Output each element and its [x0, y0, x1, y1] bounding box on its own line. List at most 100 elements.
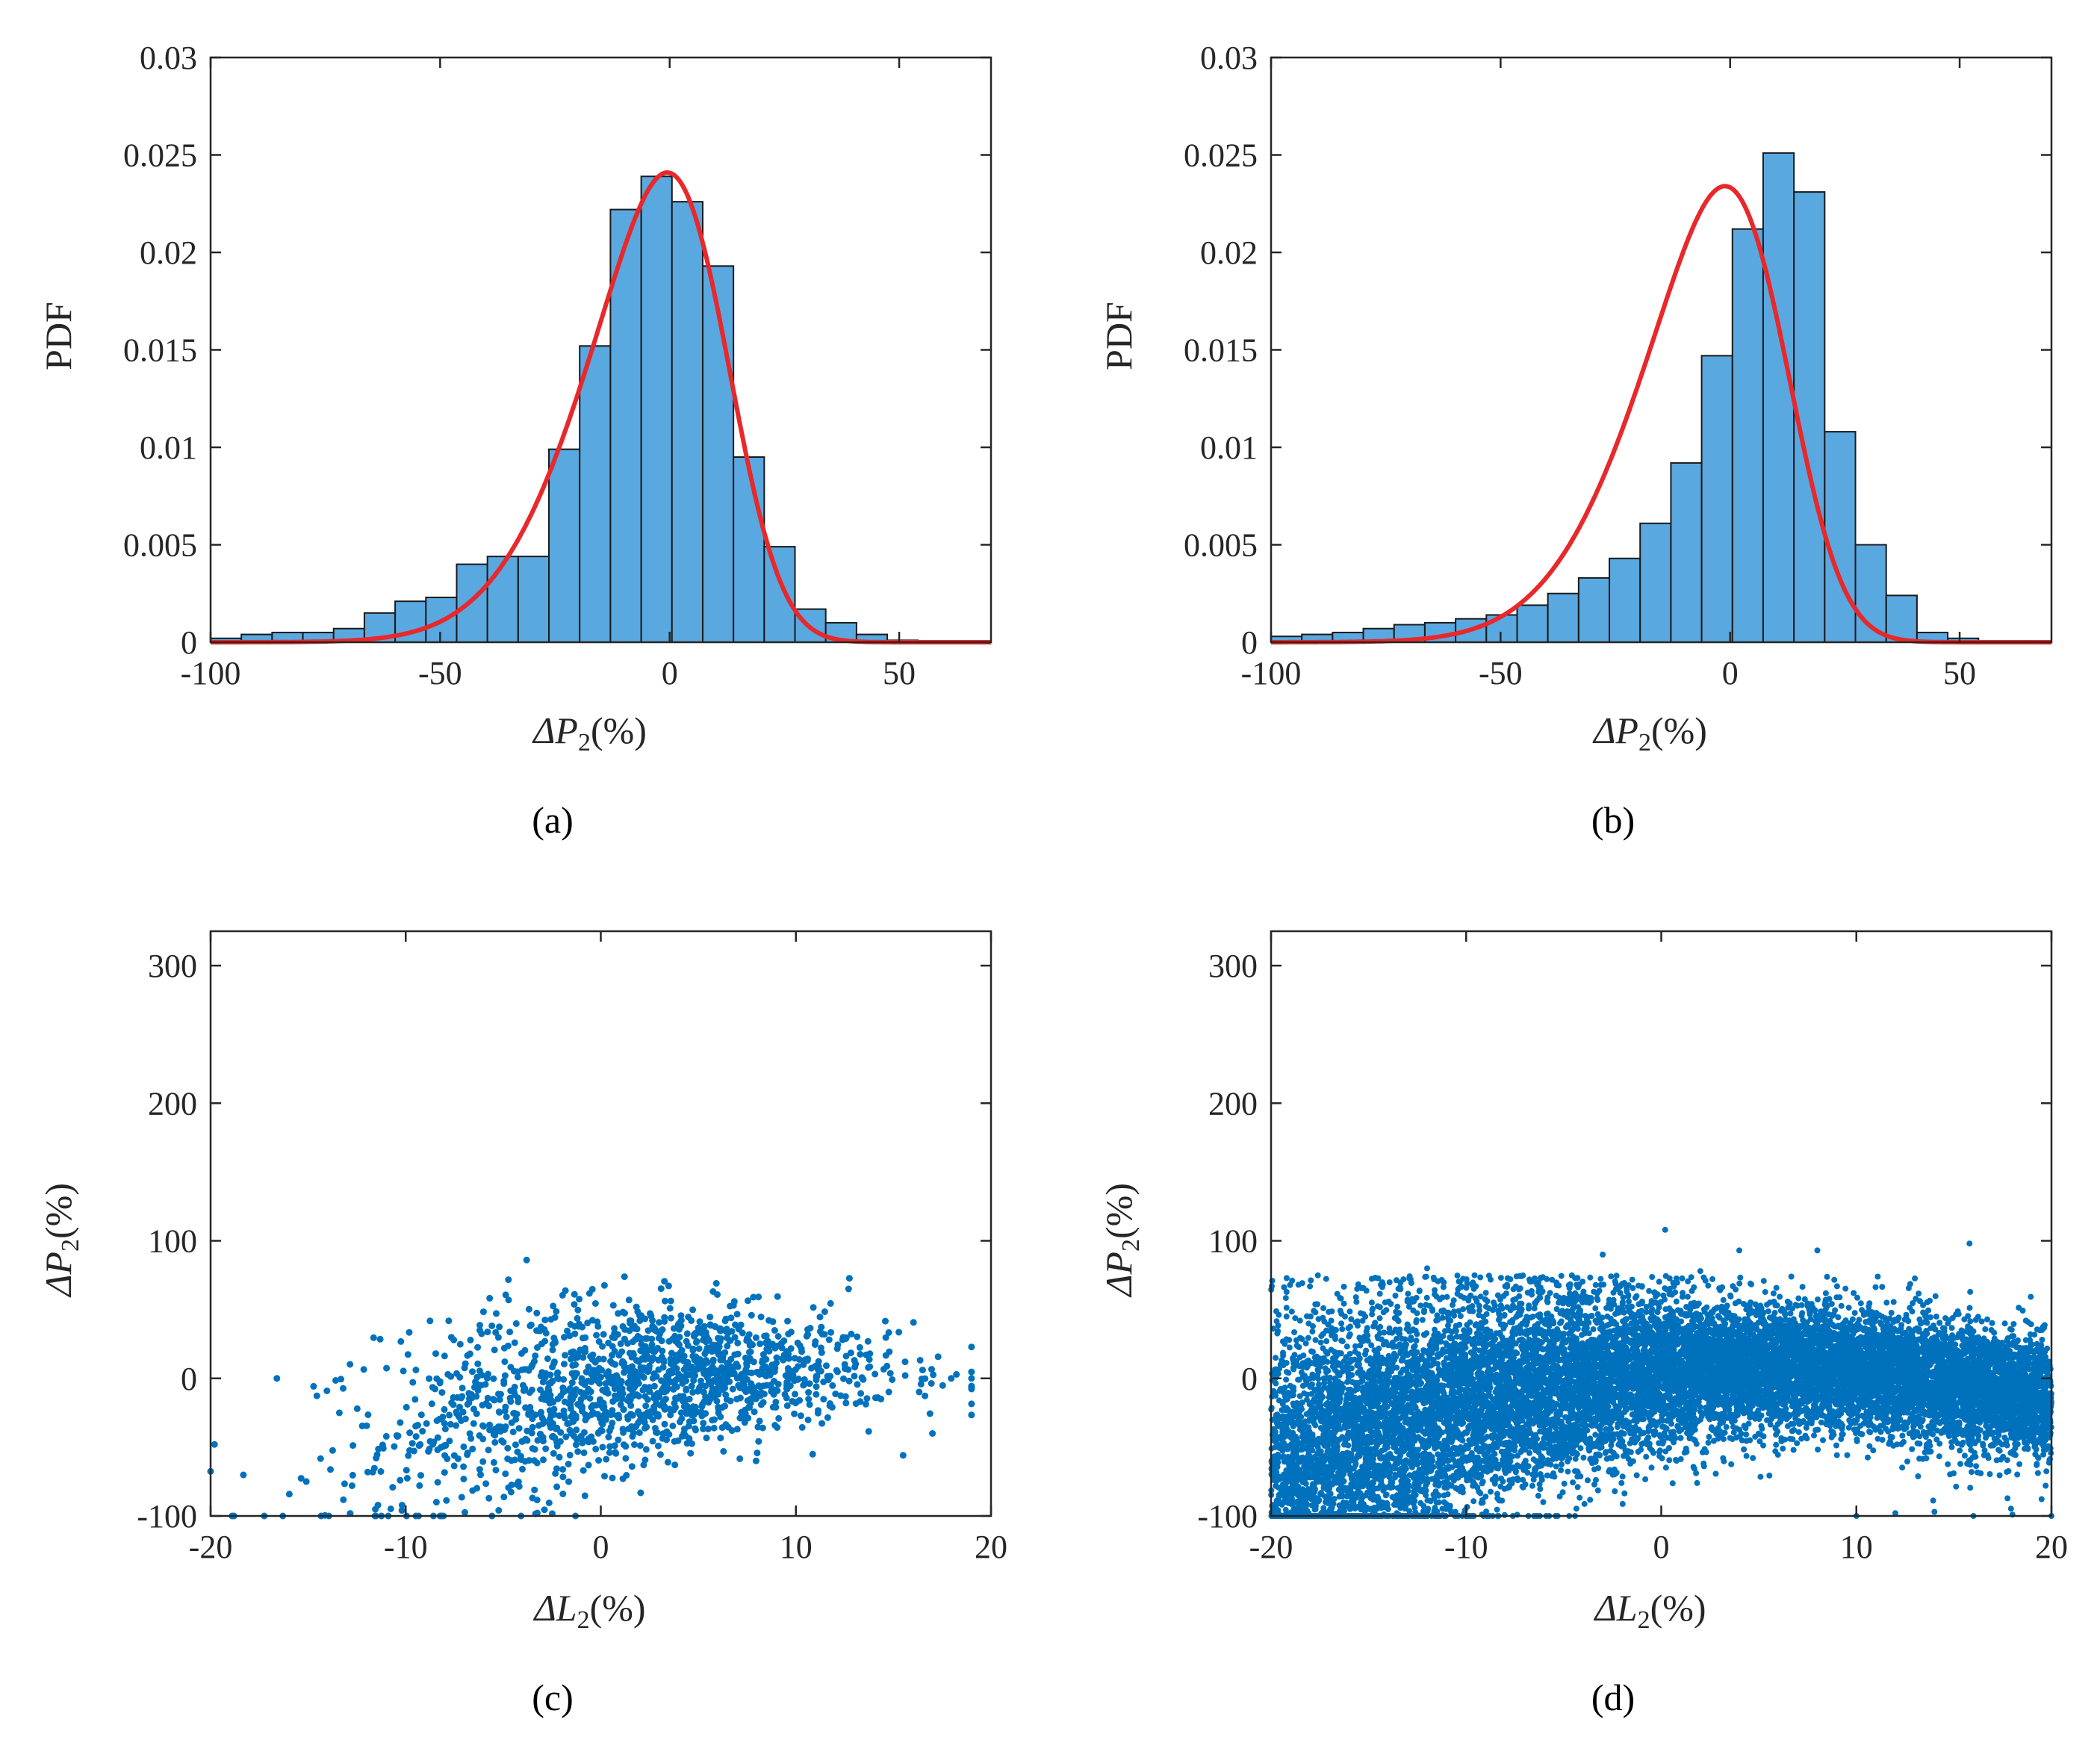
scatter-point [805, 1389, 813, 1396]
scatter-point [636, 1442, 644, 1449]
scatter-point [899, 1452, 907, 1459]
scatter-point [595, 1457, 603, 1464]
scatter-point [479, 1435, 487, 1443]
scatter-point [340, 1496, 347, 1503]
scatter-point [348, 1482, 355, 1489]
scatter-point [559, 1491, 567, 1497]
scatter-point [718, 1404, 726, 1411]
scatter-point [377, 1468, 385, 1475]
scatter-point [739, 1379, 747, 1387]
scatter-point [464, 1352, 471, 1359]
scatter-point [910, 1319, 917, 1326]
scatter-point [818, 1420, 826, 1427]
scatter-point [438, 1389, 446, 1396]
scatter-point [478, 1371, 485, 1379]
scatter-point [1989, 1320, 1995, 1326]
scatter-point [494, 1334, 502, 1341]
scatter-point [329, 1447, 336, 1454]
scatter-point [479, 1458, 487, 1465]
scatter-point [541, 1506, 548, 1514]
scatter-point [602, 1380, 609, 1388]
scatter-point [520, 1382, 526, 1389]
scatter-point [677, 1354, 684, 1361]
scatter-point [842, 1352, 850, 1360]
scatter-point [489, 1396, 497, 1403]
scatter-point [467, 1435, 475, 1442]
scatter-point [358, 1422, 366, 1429]
scatter-point [648, 1341, 656, 1349]
scatter-point [704, 1425, 712, 1432]
scatter-point [733, 1360, 740, 1367]
scatter-point [573, 1426, 580, 1434]
scatter-point [639, 1386, 647, 1393]
scatter-point [759, 1357, 766, 1364]
scatter-point [705, 1399, 712, 1406]
scatter-point [473, 1485, 481, 1492]
scatter-point [1430, 1274, 1437, 1281]
histogram-bar [1731, 228, 1764, 643]
scatter-point [409, 1379, 417, 1386]
scatter-point [667, 1411, 674, 1419]
scatter-point [889, 1376, 896, 1383]
scatter-point [538, 1340, 545, 1348]
scatter-point [522, 1435, 529, 1443]
scatter-point [1815, 1447, 1821, 1453]
scatter-point [588, 1285, 596, 1293]
scatter-point [968, 1343, 975, 1351]
scatter-point [512, 1320, 520, 1327]
scatter-point [478, 1382, 485, 1389]
scatter-point [857, 1398, 864, 1405]
scatter-point [567, 1355, 574, 1363]
scatter-point [428, 1400, 435, 1408]
scatter-point [537, 1410, 544, 1417]
scatter-point [772, 1399, 780, 1405]
scatter-point [532, 1352, 539, 1360]
scatter-point [649, 1347, 656, 1355]
scatter-point [715, 1347, 721, 1354]
scatter-point [1581, 1500, 1588, 1507]
scatter-point [722, 1315, 730, 1323]
scatter-point [604, 1390, 612, 1397]
scatter-point [364, 1468, 371, 1476]
scatter-point [416, 1482, 423, 1489]
scatter-point [310, 1382, 317, 1390]
ylabel-b: PDF [1098, 302, 1140, 370]
scatter-point [683, 1330, 691, 1337]
scatter-point [432, 1350, 439, 1358]
scatter-point [285, 1491, 293, 1498]
scatter-point [771, 1327, 778, 1334]
scatter-point [603, 1371, 610, 1379]
histogram-bar [1639, 522, 1672, 643]
scatter-point [739, 1414, 746, 1422]
scatter-point [441, 1469, 448, 1476]
scatter-point [727, 1314, 735, 1322]
scatter-point [506, 1329, 514, 1336]
histogram-bar [1516, 604, 1549, 643]
scatter-point [372, 1505, 379, 1513]
scatter-point [856, 1343, 863, 1351]
scatter-point [817, 1367, 824, 1375]
scatter-point [824, 1373, 831, 1380]
scatter-point [687, 1449, 695, 1457]
scatter-point [273, 1375, 281, 1382]
scatter-point [764, 1343, 771, 1351]
scatter-point [1494, 1506, 1500, 1513]
scatter-point [594, 1323, 602, 1330]
scatter-point [845, 1377, 853, 1385]
ytick-label: 0.005 [1184, 527, 1258, 564]
scatter-point [583, 1368, 590, 1376]
scatter-point [568, 1370, 576, 1377]
scatter-point [498, 1437, 506, 1444]
scatter-point [496, 1408, 503, 1416]
scatter-point [580, 1390, 587, 1398]
scatter-point [523, 1256, 530, 1264]
scatter-point [733, 1426, 741, 1433]
scatter-point [821, 1308, 828, 1315]
scatter-point [653, 1373, 660, 1380]
scatter-point [723, 1370, 730, 1377]
scatter-point [680, 1429, 688, 1437]
scatter-point [662, 1297, 668, 1305]
scatter-point [823, 1362, 830, 1370]
scatter-point [504, 1455, 512, 1462]
scatter-point [636, 1429, 643, 1436]
